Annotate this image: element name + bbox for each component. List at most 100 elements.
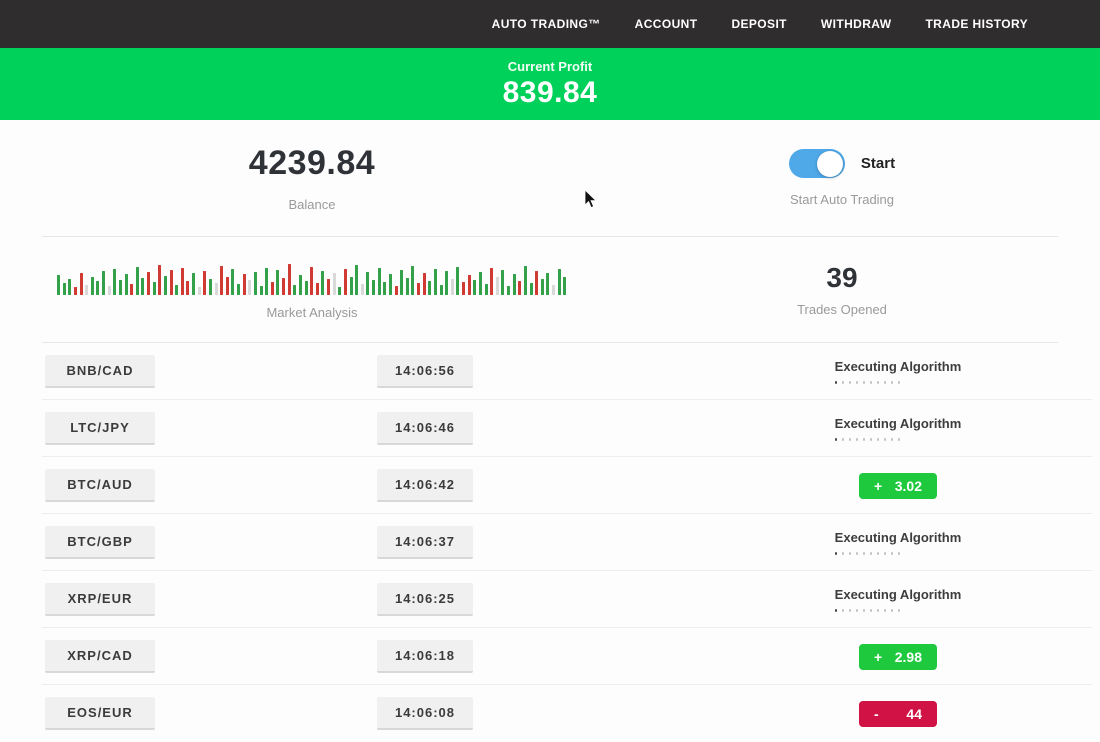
executing-status: Executing Algorithm	[834, 359, 962, 384]
market-bar	[484, 284, 488, 295]
time-chip[interactable]: 14:06:46	[377, 412, 473, 445]
section-divider	[42, 342, 1058, 343]
market-bar	[180, 268, 184, 295]
pair-chip[interactable]: BNB/CAD	[45, 355, 155, 388]
market-bar	[57, 275, 60, 295]
market-bar	[152, 282, 156, 295]
market-bar	[253, 272, 257, 295]
result-sign: +	[874, 648, 883, 665]
result-badge: + 2.98	[859, 643, 937, 670]
section-divider	[42, 236, 1058, 237]
pair-chip[interactable]: EOS/EUR	[45, 697, 155, 730]
nav-item[interactable]: DEPOSIT	[731, 17, 787, 31]
result-value: 3.02	[894, 477, 922, 494]
market-bar	[360, 284, 364, 295]
progress-dot	[862, 552, 866, 555]
market-bar	[265, 268, 269, 295]
market-bar	[310, 267, 314, 295]
executing-label: Executing Algorithm	[834, 359, 962, 375]
progress-dot	[862, 438, 866, 441]
trade-status-cell: + 2.98	[798, 643, 998, 670]
auto-trading-block: Start Start Auto Trading	[624, 149, 1060, 207]
progress-dot	[855, 381, 859, 384]
market-bar	[186, 281, 190, 295]
trades-opened-block: 39 Trades Opened	[624, 262, 1060, 317]
market-bar	[372, 280, 375, 295]
progress-dot	[869, 552, 873, 555]
market-bar	[304, 281, 308, 295]
current-profit-value: 839.84	[502, 75, 598, 109]
progress-dot	[834, 381, 838, 384]
executing-label: Executing Algorithm	[834, 530, 962, 546]
market-bar	[287, 264, 291, 295]
toggle-label: Start	[860, 155, 896, 172]
market-bar	[546, 273, 550, 295]
market-bar	[523, 266, 527, 295]
nav-item[interactable]: AUTO TRADING™	[491, 17, 601, 31]
pair-chip[interactable]: LTC/JPY	[45, 412, 155, 445]
market-bar	[529, 283, 533, 295]
time-chip[interactable]: 14:06:25	[377, 583, 473, 616]
market-analysis-chart	[57, 259, 567, 295]
market-bar	[118, 280, 122, 295]
executing-status: Executing Algorithm	[834, 416, 961, 441]
progress-dot	[841, 438, 845, 441]
market-section: Market Analysis 39 Trades Opened	[0, 237, 1100, 342]
pair-chip[interactable]: BTC/AUD	[45, 469, 155, 502]
pair-chip[interactable]: BTC/GBP	[45, 526, 155, 559]
market-bar	[135, 267, 139, 295]
progress-dot	[848, 381, 852, 384]
balance-value: 4239.84	[248, 144, 376, 182]
toggle-sub-label: Start Auto Trading	[789, 192, 895, 207]
market-bar	[327, 279, 330, 295]
executing-progress-dots	[834, 552, 962, 555]
market-bar	[282, 278, 285, 295]
market-bar	[557, 269, 561, 295]
market-bar	[422, 273, 426, 295]
progress-dot	[876, 438, 880, 441]
market-bar	[293, 285, 297, 295]
current-profit-banner: Current Profit 839.84	[0, 48, 1100, 120]
result-sign: +	[874, 477, 883, 494]
progress-dot	[855, 438, 859, 441]
pair-chip[interactable]: XRP/CAD	[45, 640, 155, 673]
progress-dot	[869, 438, 873, 441]
auto-trading-toggle[interactable]	[788, 149, 845, 178]
market-bar	[450, 279, 454, 295]
nav-item[interactable]: ACCOUNT	[634, 17, 698, 31]
market-bar	[130, 284, 134, 295]
progress-dot	[855, 552, 859, 555]
time-chip[interactable]: 14:06:56	[377, 355, 473, 388]
market-bar	[349, 277, 353, 295]
executing-label: Executing Algorithm	[834, 587, 962, 603]
market-bar	[428, 281, 432, 295]
executing-status: Executing Algorithm	[834, 530, 962, 555]
progress-dot	[869, 381, 873, 384]
market-bar	[512, 274, 516, 295]
pair-chip[interactable]: XRP/EUR	[45, 583, 155, 616]
progress-dot	[890, 552, 894, 555]
market-bar	[338, 287, 342, 295]
time-chip[interactable]: 14:06:42	[377, 469, 473, 502]
progress-dot	[883, 609, 887, 612]
progress-dot	[897, 438, 901, 441]
market-bar	[540, 279, 544, 295]
market-bar	[203, 271, 207, 295]
market-bar	[237, 284, 240, 295]
market-bar	[107, 286, 111, 295]
market-bar	[445, 271, 449, 295]
time-chip[interactable]: 14:06:18	[377, 640, 473, 673]
balance-label: Balance	[288, 197, 336, 212]
market-bar	[73, 287, 77, 295]
market-bar	[355, 265, 359, 295]
market-bar	[377, 268, 381, 295]
trade-status-cell: Executing Algorithm	[798, 416, 998, 441]
market-bar	[332, 273, 336, 295]
market-bar	[439, 285, 443, 295]
market-bar	[462, 282, 465, 295]
time-chip[interactable]: 14:06:37	[377, 526, 473, 559]
nav-item[interactable]: WITHDRAW	[820, 17, 892, 31]
progress-dot	[848, 552, 852, 555]
nav-item[interactable]: TRADE HISTORY	[925, 17, 1028, 31]
time-chip[interactable]: 14:06:08	[377, 697, 473, 730]
